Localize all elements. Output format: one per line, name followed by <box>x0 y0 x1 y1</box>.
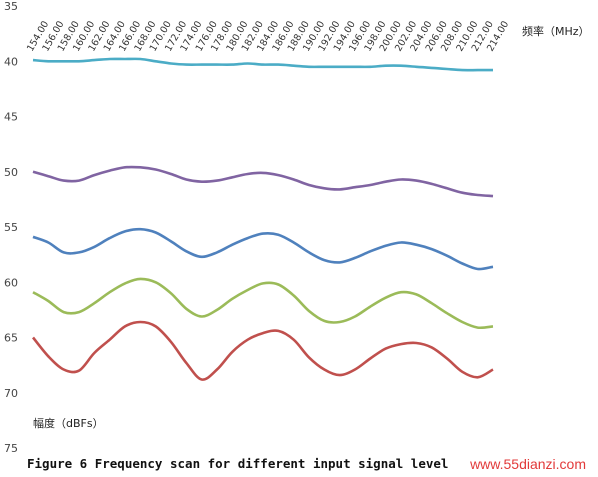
y-tick-label: 60 <box>4 276 18 289</box>
figure-caption: Figure 6 Frequency scan for different in… <box>27 456 449 471</box>
x-tick-labels: 154.00156.00158.00160.00162.00164.00166.… <box>25 19 511 53</box>
y-tick-label: 55 <box>4 221 18 234</box>
y-tick-label: 40 <box>4 55 18 68</box>
series-lines <box>31 57 494 381</box>
series-line-5 <box>31 320 494 381</box>
y-tick-labels: 35 40 45 50 55 60 65 70 75 <box>4 0 18 455</box>
series-line-4 <box>32 277 494 330</box>
y-tick-label: 50 <box>4 166 18 179</box>
series-line-1 <box>32 57 493 72</box>
y-tick-label: 35 <box>4 0 18 13</box>
y-tick-label: 75 <box>4 442 18 455</box>
x-axis-label: 频率（MHz） <box>522 24 590 38</box>
watermark: www.55dianzi.com <box>470 456 586 472</box>
y-tick-label: 70 <box>4 387 18 400</box>
series-line-3 <box>32 227 494 271</box>
y-tick-label: 45 <box>4 111 18 124</box>
y-tick-label: 65 <box>4 332 18 345</box>
series-line-2 <box>32 165 494 198</box>
y-axis-label: 幅度（dBFs） <box>33 416 104 430</box>
